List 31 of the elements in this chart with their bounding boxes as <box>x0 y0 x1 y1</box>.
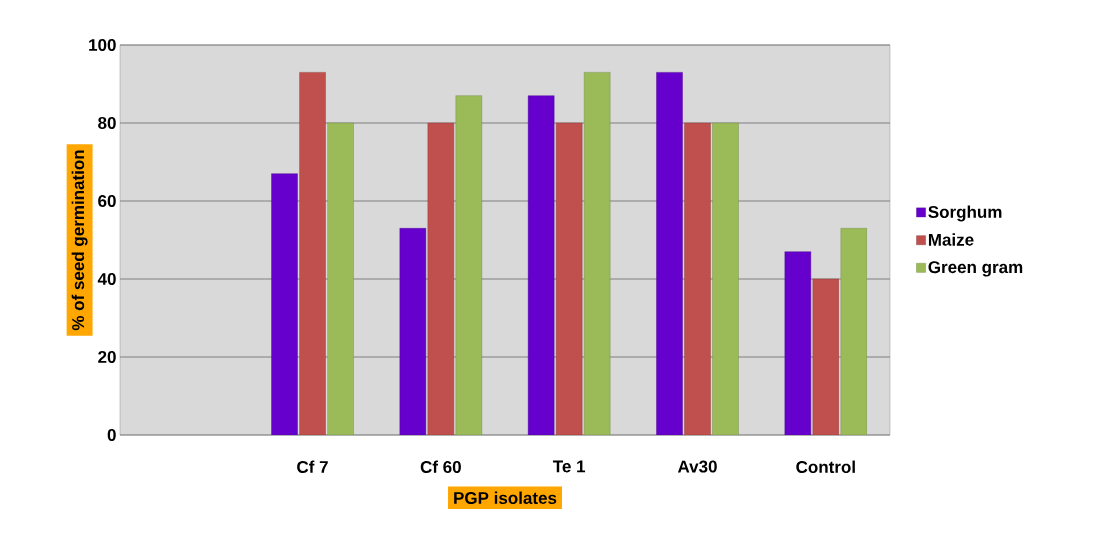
bar <box>527 95 555 435</box>
y-tick-label: 40 <box>97 272 116 286</box>
x-tick-label: Control <box>796 460 855 474</box>
y-tick-label: 80 <box>98 116 116 130</box>
y-tick-label: 0 <box>107 428 116 442</box>
bar <box>784 251 812 435</box>
y-tick-label: 100 <box>89 38 116 52</box>
x-tick-label: Av30 <box>677 460 717 473</box>
bar <box>427 122 455 435</box>
bar <box>399 228 427 435</box>
bar <box>812 278 840 435</box>
x-tick-label: Cf 60 <box>420 460 461 474</box>
bar <box>555 122 583 435</box>
y-tick-label: 60 <box>98 194 116 208</box>
bar <box>656 72 683 435</box>
legend-label: Maize <box>928 233 974 246</box>
bar <box>583 72 611 435</box>
legend-label: Green gram <box>928 261 1023 277</box>
bar <box>455 95 483 435</box>
legend-label: Sorghum <box>928 205 1002 222</box>
bar <box>840 228 868 435</box>
x-axis-title: PGP isolates <box>454 491 557 505</box>
bar <box>327 122 354 435</box>
bar <box>684 122 711 435</box>
y-axis-title: % of seed germination <box>71 150 88 331</box>
x-tick-label: Cf 7 <box>297 460 328 474</box>
bar <box>712 122 739 435</box>
bar <box>299 72 326 435</box>
x-tick-label: Te 1 <box>552 460 586 473</box>
bar <box>271 173 298 435</box>
y-tick-label: 20 <box>98 350 116 364</box>
